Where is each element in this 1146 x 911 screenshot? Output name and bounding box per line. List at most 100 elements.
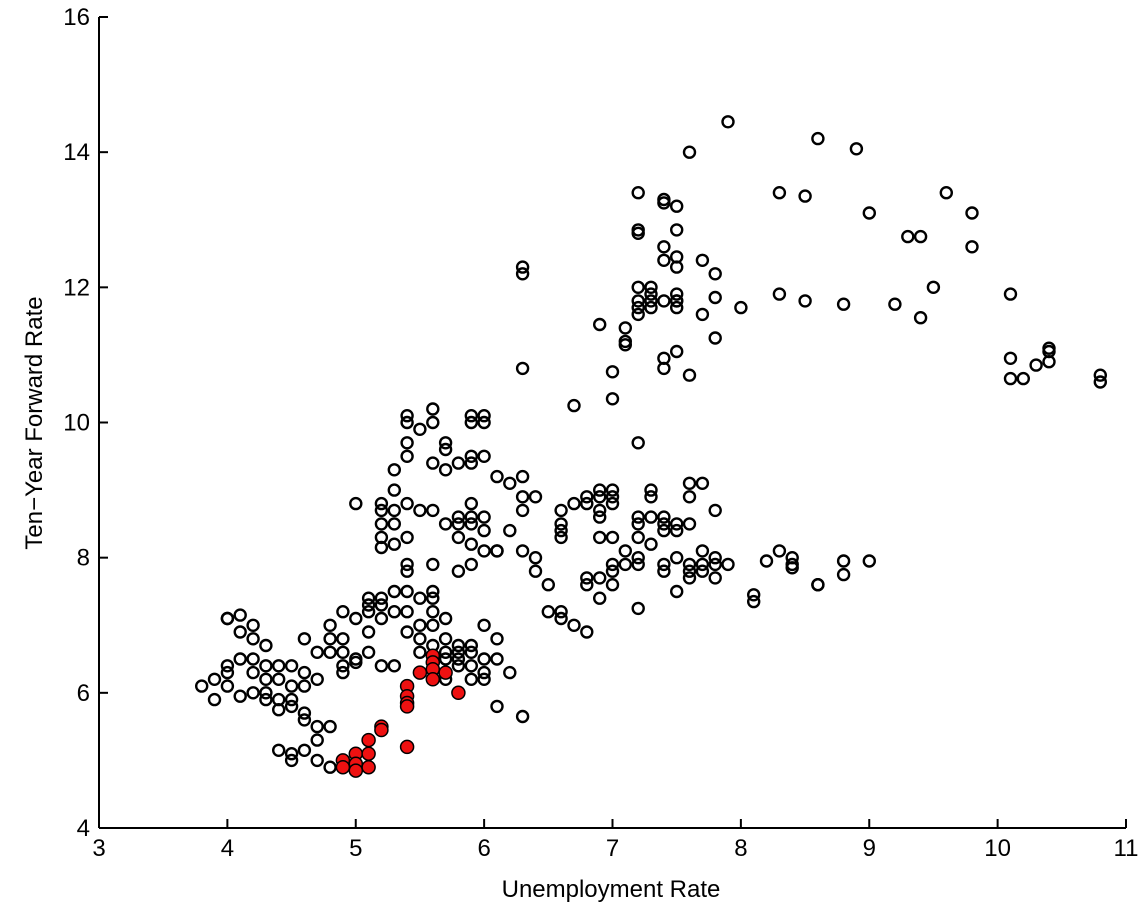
data-point (798, 294, 812, 308)
data-point (426, 557, 440, 572)
data-point (233, 689, 247, 703)
data-point (631, 557, 645, 572)
data-point (349, 496, 363, 511)
data-point (387, 659, 401, 673)
data-point (503, 665, 517, 680)
data-point (451, 456, 466, 470)
y-tick-label: 10 (63, 410, 90, 437)
data-point (246, 632, 260, 646)
data-point (246, 618, 260, 632)
data-point (1093, 375, 1108, 389)
data-point (477, 449, 491, 463)
red-data-point (399, 739, 415, 755)
data-point (361, 598, 376, 612)
data-point (695, 307, 710, 322)
data-point (323, 618, 337, 632)
data-point (605, 578, 620, 592)
data-point (670, 223, 684, 237)
data-point (682, 368, 697, 382)
data-point (464, 557, 478, 572)
data-point (798, 189, 812, 203)
data-point (272, 659, 286, 673)
data-point (451, 517, 466, 531)
data-point (1003, 371, 1018, 386)
data-point (734, 300, 748, 315)
data-point (387, 605, 401, 619)
data-point (657, 557, 671, 572)
data-point (400, 564, 414, 578)
data-point (426, 584, 440, 599)
data-point (323, 760, 337, 774)
data-point (528, 551, 543, 565)
data-point (670, 287, 684, 301)
data-point (438, 645, 453, 659)
data-point (310, 733, 324, 747)
data-point (682, 571, 697, 585)
data-point (220, 659, 235, 673)
data-point (361, 605, 376, 619)
data-point (246, 686, 260, 700)
data-point (644, 300, 658, 315)
data-point (438, 436, 453, 450)
data-point (297, 743, 312, 757)
data-point (503, 523, 517, 538)
data-point (310, 753, 324, 768)
data-point (284, 699, 299, 714)
data-point (515, 544, 530, 558)
data-point (708, 331, 722, 345)
red-data-point (361, 746, 376, 761)
red-data-point (412, 665, 428, 680)
x-tick-label: 6 (477, 835, 490, 862)
y-axis-title: Ten−Year Forward Rate (21, 296, 48, 549)
data-point (194, 679, 209, 693)
data-point (323, 719, 337, 734)
data-point (657, 196, 671, 210)
data-point (708, 267, 722, 281)
data-point (451, 510, 466, 524)
data-point (541, 578, 555, 592)
data-point (451, 652, 466, 666)
data-point (670, 199, 684, 213)
data-point (220, 665, 235, 680)
data-point (913, 311, 928, 325)
x-tick-label: 5 (349, 835, 362, 862)
data-point (374, 503, 389, 518)
data-point (515, 490, 530, 504)
data-point (400, 584, 414, 599)
data-point (503, 476, 517, 490)
data-point (490, 652, 504, 666)
data-point (272, 672, 286, 686)
data-point (580, 490, 594, 504)
data-point (836, 567, 851, 582)
data-point (310, 672, 324, 686)
data-point (464, 409, 478, 423)
data-point (464, 517, 478, 531)
data-point (297, 706, 312, 720)
data-point (708, 557, 722, 572)
data-point (772, 185, 787, 200)
data-point (605, 483, 620, 497)
data-point (413, 591, 427, 605)
data-point (464, 537, 478, 551)
data-point (464, 645, 478, 659)
data-point (400, 605, 414, 619)
y-tick-label: 16 (63, 4, 90, 31)
data-point (682, 490, 697, 504)
data-point (593, 510, 607, 524)
data-point (605, 496, 620, 511)
data-point (451, 659, 466, 673)
data-point (207, 692, 222, 707)
red-data-point (348, 763, 364, 778)
data-point (926, 280, 941, 294)
data-point (400, 449, 414, 463)
data-point (272, 743, 286, 757)
data-point (374, 598, 389, 612)
data-point (567, 398, 581, 413)
data-point (477, 672, 491, 686)
data-point (721, 115, 735, 129)
data-point (708, 290, 722, 305)
data-point (605, 392, 620, 406)
data-point (464, 496, 478, 511)
